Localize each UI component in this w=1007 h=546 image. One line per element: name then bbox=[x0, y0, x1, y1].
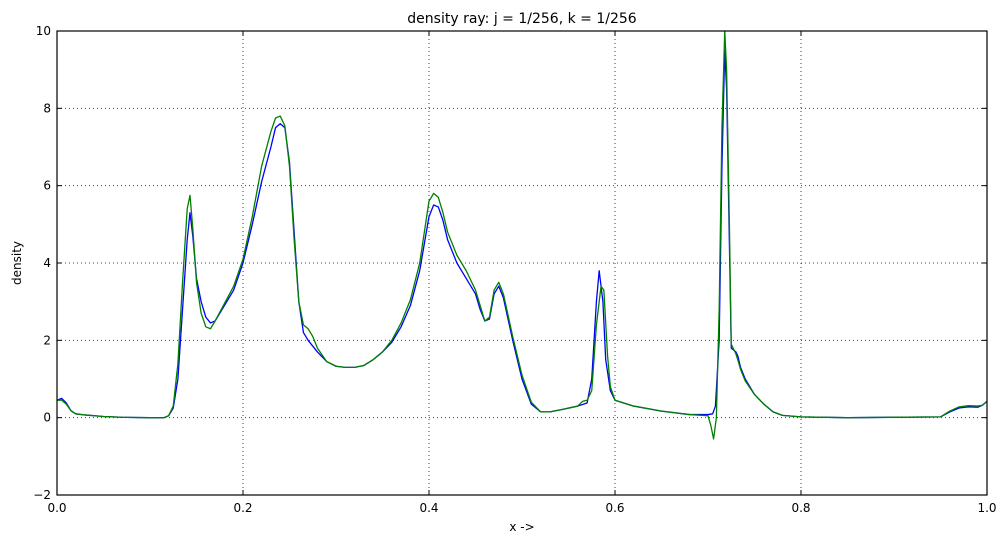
series-line-2 bbox=[57, 30, 988, 440]
series-lines bbox=[56, 30, 988, 440]
y-tick-label: 4 bbox=[43, 256, 51, 270]
x-tick-label: 0.8 bbox=[791, 501, 810, 515]
y-tick-label: 0 bbox=[43, 411, 51, 425]
x-axis-label: x -> bbox=[509, 520, 534, 534]
y-tick-label: −2 bbox=[33, 488, 51, 502]
axis-ticks: 0.0 0.2 0.4 0.6 0.8 1.0 −2 0 2 4 6 8 10 bbox=[33, 24, 996, 515]
series-line-1 bbox=[56, 49, 988, 419]
y-tick-label: 6 bbox=[43, 179, 51, 193]
x-tick-label: 0.6 bbox=[605, 501, 624, 515]
y-tick-label: 8 bbox=[43, 101, 51, 115]
y-axis-label: density bbox=[10, 241, 24, 285]
x-tick-label: 0.0 bbox=[47, 501, 66, 515]
y-tick-label: 2 bbox=[43, 333, 51, 347]
chart-title: density ray: j = 1/256, k = 1/256 bbox=[407, 11, 636, 27]
grid-lines bbox=[57, 31, 987, 495]
x-tick-label: 1.0 bbox=[977, 501, 996, 515]
x-tick-label: 0.4 bbox=[419, 501, 438, 515]
x-tick-label: 0.2 bbox=[233, 501, 252, 515]
y-tick-label: 10 bbox=[36, 24, 51, 38]
